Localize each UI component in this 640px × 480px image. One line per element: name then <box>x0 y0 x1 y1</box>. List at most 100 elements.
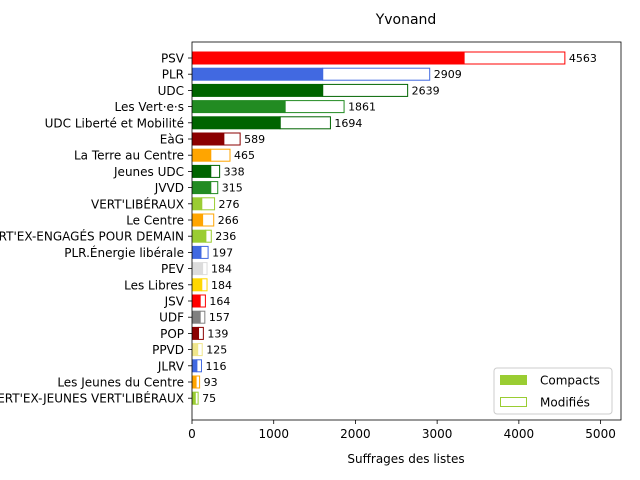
x-tick-label: 5000 <box>585 427 616 441</box>
bar-compacts <box>192 181 211 195</box>
data-label: 315 <box>222 182 243 195</box>
bar-modifies <box>322 67 431 81</box>
data-label: 157 <box>209 311 230 324</box>
bar-modifies <box>201 278 208 292</box>
bar-modifies <box>210 181 219 195</box>
bar-modifies <box>210 148 231 162</box>
y-tick-label: Les Libres <box>124 278 184 292</box>
x-tick-label: 0 <box>188 427 196 441</box>
bar-modifies <box>210 164 221 178</box>
y-tick-label: VERT'EX-JEUNES VERT'LIBÉRAUX <box>0 391 184 406</box>
bar-compacts <box>192 359 197 373</box>
bar-compacts <box>192 326 199 340</box>
legend-label: Compacts <box>540 374 600 388</box>
data-label: 93 <box>204 376 218 389</box>
legend-label: Modifiés <box>540 396 590 410</box>
bar-modifies <box>200 245 209 259</box>
bar-modifies <box>463 51 566 65</box>
bar-compacts <box>192 391 196 405</box>
bar-compacts <box>192 262 203 276</box>
y-tick-label: VERT'EX-ENGAGÉS POUR DEMAIN <box>0 229 184 244</box>
bar-modifies <box>196 359 202 373</box>
bar-modifies <box>322 83 409 97</box>
y-tick-label: PLR <box>162 68 184 82</box>
axes-group: PSV PLR UDC Les Vert·e·s UDC Liberté et Mobi… <box>0 41 622 441</box>
bar-compacts <box>192 100 286 114</box>
data-label: 236 <box>215 230 236 243</box>
bar-compacts <box>192 294 201 308</box>
bar-compacts <box>192 116 281 130</box>
y-tick-label: Les Jeunes du Centre <box>57 376 184 390</box>
data-label: 75 <box>202 392 216 405</box>
x-tick-label: 4000 <box>504 427 535 441</box>
data-label: 4563 <box>569 52 597 65</box>
data-label: 1694 <box>334 117 362 130</box>
bar-compacts <box>192 148 211 162</box>
bar-modifies <box>205 229 212 243</box>
bars-group: 4563 2909 2639 1861 1694 589 465 338 315 276 266 23… <box>192 51 597 405</box>
y-tick-label: PLR.Énergie libérale <box>64 245 184 260</box>
bar-compacts <box>192 343 198 357</box>
x-tick-label: 2000 <box>340 427 371 441</box>
data-label: 197 <box>212 246 233 259</box>
y-tick-label: UDC Liberté et Mobilité <box>45 116 184 130</box>
y-tick-label: VERT'LIBÉRAUX <box>91 196 184 211</box>
chart-title: Yvonand <box>375 12 437 28</box>
y-tick-label: PEV <box>161 262 185 276</box>
data-label: 125 <box>206 344 227 357</box>
bar-modifies <box>199 310 206 324</box>
x-tick-label: 3000 <box>422 427 453 441</box>
data-label: 338 <box>224 165 245 178</box>
data-label: 184 <box>211 263 232 276</box>
data-label: 589 <box>244 133 265 146</box>
y-tick-label: UDF <box>159 311 184 325</box>
y-tick-label: EàG <box>160 133 184 147</box>
data-label: 276 <box>219 198 240 211</box>
bar-modifies <box>202 213 215 227</box>
bar-modifies <box>197 343 203 357</box>
bar-modifies <box>194 391 199 405</box>
bar-compacts <box>192 375 197 389</box>
y-tick-label: La Terre au Centre <box>74 149 184 163</box>
legend-swatch-outline <box>500 397 527 407</box>
data-label: 184 <box>211 279 232 292</box>
bar-modifies <box>279 116 331 130</box>
x-tick-label: 1000 <box>258 427 289 441</box>
bar-compacts <box>192 132 224 146</box>
bar-compacts <box>192 164 211 178</box>
y-tick-label: PSV <box>161 52 185 66</box>
bar-compacts <box>192 245 201 259</box>
bar-compacts <box>192 213 203 227</box>
data-label: 2639 <box>412 84 440 97</box>
bar-compacts <box>192 229 206 243</box>
data-label: 465 <box>234 149 255 162</box>
bar-modifies <box>201 197 216 211</box>
bar-modifies <box>284 100 345 114</box>
data-label: 2909 <box>434 68 462 81</box>
y-tick-label: Les Vert·e·s <box>115 100 185 114</box>
x-axis-label: Suffrages des listes <box>347 452 464 466</box>
bar-compacts <box>192 310 201 324</box>
data-label: 139 <box>207 327 228 340</box>
y-tick-label: PPVD <box>152 343 184 357</box>
y-tick-label: Le Centre <box>126 214 184 228</box>
bar-modifies <box>223 132 241 146</box>
bar-modifies <box>202 262 208 276</box>
data-label: 164 <box>209 295 230 308</box>
y-tick-label: UDC <box>158 84 184 98</box>
bar-modifies <box>195 375 201 389</box>
plot-frame <box>191 41 622 421</box>
bar-compacts <box>192 51 465 65</box>
y-tick-label: Jeunes UDC <box>113 165 184 179</box>
bar-compacts <box>192 278 202 292</box>
bar-compacts <box>192 197 202 211</box>
bar-modifies <box>198 326 204 340</box>
data-label: 1861 <box>348 101 376 114</box>
y-tick-label: JLRV <box>157 359 185 373</box>
y-tick-label: JSV <box>164 295 185 309</box>
bar-compacts <box>192 83 323 97</box>
y-tick-label: POP <box>160 327 184 341</box>
bar-compacts <box>192 67 323 81</box>
data-label: 116 <box>205 360 226 373</box>
